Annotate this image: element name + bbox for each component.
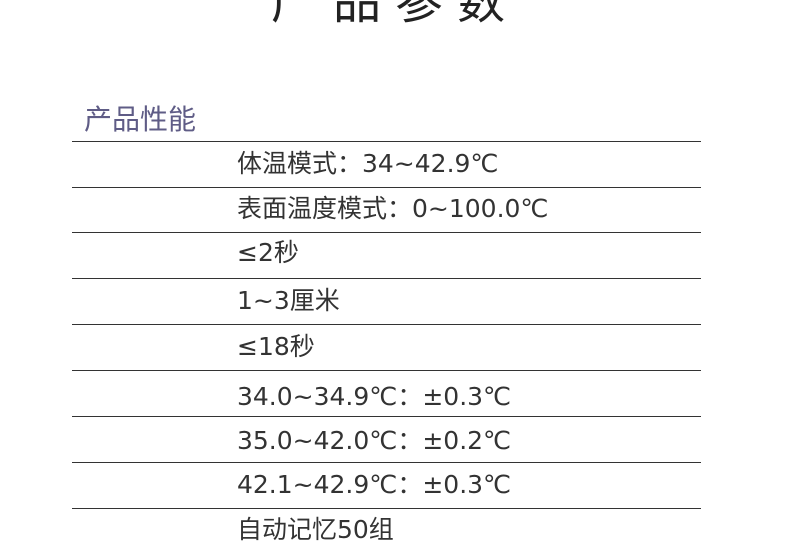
row-divider [72,508,701,509]
row-divider [72,416,701,417]
row-divider [72,462,701,463]
spec-value: 35.0~42.0℃：±0.2℃ [237,426,512,455]
spec-value: 体温模式：34~42.9℃ [237,149,499,178]
row-divider [72,370,701,371]
row-divider [72,232,701,233]
page-title: 产品参数 [270,0,519,30]
spec-value: 34.0~34.9℃：±0.3℃ [237,382,512,411]
spec-value: 1~3厘米 [237,286,340,315]
row-divider [72,187,701,188]
spec-value: 自动记忆50组 [237,515,394,544]
spec-value: ≤2秒 [237,238,299,267]
spec-value: ≤18秒 [237,332,315,361]
spec-value: 表面温度模式：0~100.0℃ [237,194,549,223]
spec-value: 42.1~42.9℃：±0.3℃ [237,470,512,499]
row-divider [72,141,701,142]
row-divider [72,278,701,279]
section-title: 产品性能 [84,103,197,136]
row-divider [72,324,701,325]
